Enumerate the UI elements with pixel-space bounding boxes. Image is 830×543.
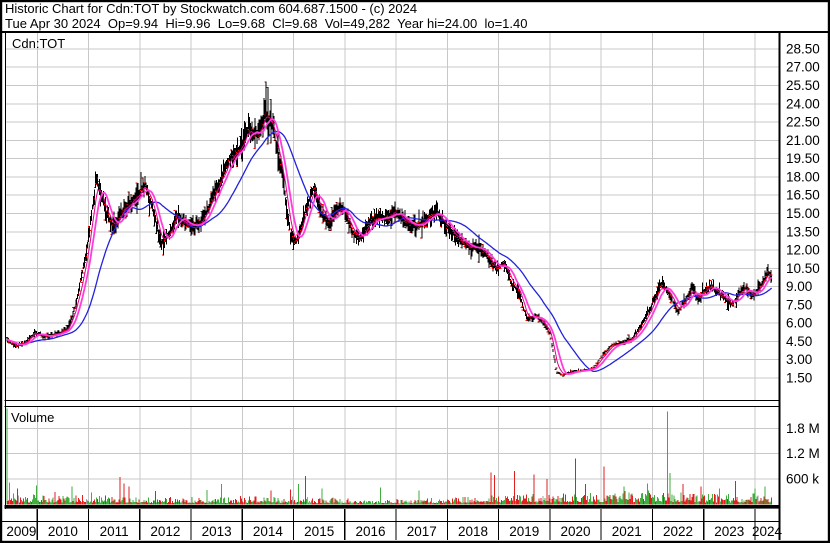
quote-summary-line: Tue Apr 30 2024 Op=9.94 Hi=9.96 Lo=9.68 … bbox=[5, 16, 528, 31]
price-axis-label: 3.00 bbox=[786, 352, 812, 367]
price-axis-label: 7.50 bbox=[786, 297, 812, 312]
year-label: 2017 bbox=[407, 524, 437, 539]
price-axis-label: 25.50 bbox=[786, 78, 820, 93]
year-label: 2023 bbox=[714, 524, 744, 539]
price-axis-label: 24.00 bbox=[786, 96, 820, 111]
chart-title-line1: Historic Chart for Cdn:TOT by Stockwatch… bbox=[5, 1, 418, 16]
price-axis-label: 4.50 bbox=[786, 334, 812, 349]
price-axis-label: 27.00 bbox=[786, 60, 820, 75]
year-label: 2009 bbox=[6, 524, 36, 539]
year-label: 2010 bbox=[48, 524, 78, 539]
price-axis-label: 13.50 bbox=[786, 224, 820, 239]
year-label: 2013 bbox=[202, 524, 232, 539]
ma-slow-line bbox=[6, 130, 773, 373]
year-label: 2015 bbox=[304, 524, 334, 539]
ma-fast-thick-line bbox=[6, 118, 773, 376]
price-axis-label: 10.50 bbox=[786, 261, 820, 276]
price-axis-label: 19.50 bbox=[786, 151, 820, 166]
gridlines bbox=[5, 33, 779, 505]
year-label: 2014 bbox=[253, 524, 284, 539]
axis-labels: 28.50 27.00 25.50 24.00 22.50 21.00 19.50 18.00… bbox=[6, 41, 819, 539]
volume-axis-label: 600 k bbox=[786, 472, 819, 487]
chart-title-block: Historic Chart for Cdn:TOT by Stockwatch… bbox=[5, 1, 527, 31]
volume-bars bbox=[6, 408, 773, 505]
year-label: 2022 bbox=[663, 524, 693, 539]
price-axis-label: 6.00 bbox=[786, 316, 812, 331]
price-axis-label: 28.50 bbox=[786, 41, 820, 56]
price-axis-label: 16.50 bbox=[786, 188, 820, 203]
volume-axis-label: 1.8 M bbox=[786, 421, 820, 436]
price-axis-label: 18.00 bbox=[786, 169, 820, 184]
year-label: 2020 bbox=[560, 524, 590, 539]
year-label: 2016 bbox=[355, 524, 385, 539]
price-axis-label: 9.00 bbox=[786, 279, 812, 294]
price-axis-label: 12.00 bbox=[786, 243, 820, 258]
ma-fast-thin-line bbox=[6, 116, 772, 375]
volume-axis-label: 1.2 M bbox=[786, 446, 820, 461]
volume-pane-label: Volume bbox=[11, 410, 55, 425]
year-label: 2024 bbox=[752, 524, 783, 539]
moving-averages bbox=[6, 116, 773, 376]
year-label: 2018 bbox=[458, 524, 488, 539]
price-axis-label: 15.00 bbox=[786, 206, 820, 221]
ohlc-bars bbox=[5, 81, 773, 377]
year-label: 2021 bbox=[612, 524, 642, 539]
price-axis-label: 21.00 bbox=[786, 133, 820, 148]
price-axis-label: 1.50 bbox=[786, 371, 812, 386]
year-label: 2012 bbox=[150, 524, 180, 539]
year-label: 2011 bbox=[100, 524, 129, 539]
symbol-label: Cdn:TOT bbox=[12, 36, 66, 51]
year-label: 2019 bbox=[509, 524, 539, 539]
price-axis-label: 22.50 bbox=[786, 115, 820, 130]
